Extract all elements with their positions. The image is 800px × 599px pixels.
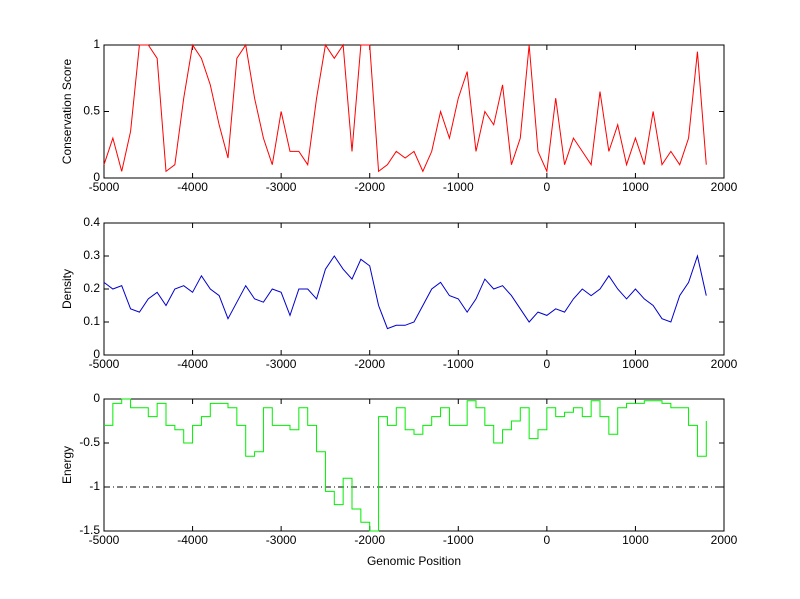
y-tick-label: 1 (93, 37, 100, 51)
x-tick-label: -3000 (266, 357, 297, 371)
x-tick-label: 0 (544, 180, 551, 194)
x-tick-label: -1000 (443, 357, 474, 371)
y-axis-label: Energy (60, 446, 74, 484)
x-tick-label: -2000 (354, 357, 385, 371)
x-tick-label: -1000 (443, 180, 474, 194)
x-tick-label: 0 (544, 357, 551, 371)
data-line (103, 43, 707, 174)
y-tick-label: -0.5 (79, 435, 100, 449)
y-tick-label: 0.3 (83, 248, 100, 262)
x-axis-label: Genomic Position (367, 554, 461, 568)
plot-area (103, 222, 725, 356)
x-tick-label: -4000 (177, 180, 208, 194)
x-tick-label: 0 (544, 533, 551, 547)
y-tick-label: 0 (93, 391, 100, 405)
x-tick-label: 1000 (622, 357, 649, 371)
y-axis-label: Conservation Score (60, 58, 74, 164)
x-tick-label: -5000 (89, 180, 120, 194)
data-line (103, 254, 707, 330)
x-tick-label: -1000 (443, 533, 474, 547)
data-line (104, 398, 707, 532)
x-tick-label: -2000 (354, 180, 385, 194)
plot-area (103, 44, 725, 179)
y-axis-label: Density (60, 269, 74, 309)
y-tick-label: 0.1 (83, 314, 100, 328)
plot-area (103, 398, 725, 532)
x-tick-label: 2000 (711, 180, 738, 194)
y-tick-label: 0 (93, 170, 100, 184)
y-tick-label: -1 (89, 479, 100, 493)
x-tick-label: -3000 (266, 533, 297, 547)
x-tick-label: -5000 (89, 533, 120, 547)
x-tick-label: 1000 (622, 533, 649, 547)
x-tick-label: -3000 (266, 180, 297, 194)
x-tick-label: -4000 (177, 533, 208, 547)
x-tick-label: 2000 (711, 533, 738, 547)
x-tick-label: 2000 (711, 357, 738, 371)
x-tick-label: -2000 (354, 533, 385, 547)
y-tick-label: 0.2 (83, 281, 100, 295)
x-tick-label: 1000 (622, 180, 649, 194)
y-tick-label: 0.4 (83, 215, 100, 229)
x-tick-label: -5000 (89, 357, 120, 371)
y-tick-label: 0 (93, 347, 100, 361)
x-tick-label: -4000 (177, 357, 208, 371)
y-tick-label: -1.5 (79, 523, 100, 537)
y-tick-label: 0.5 (83, 104, 100, 118)
